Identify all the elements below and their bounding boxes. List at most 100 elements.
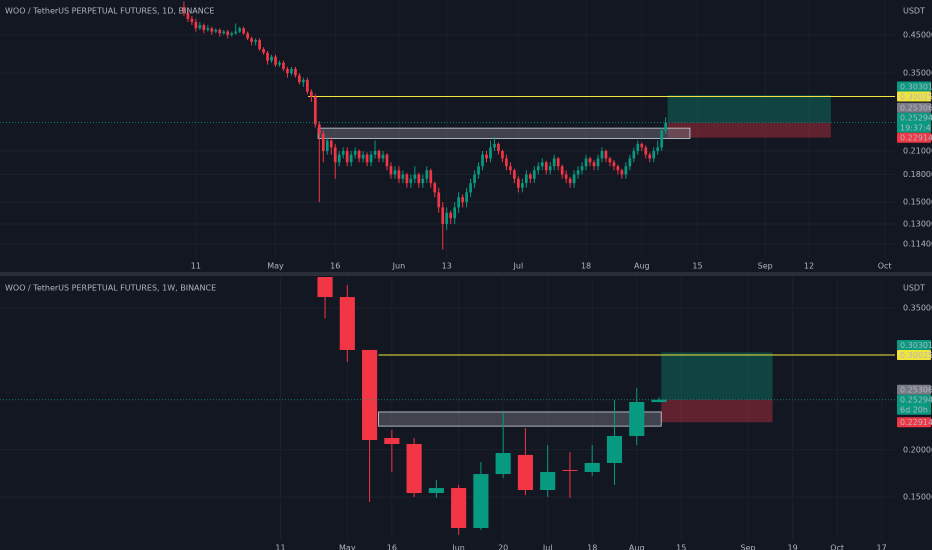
x-tick-label: Sep [758, 262, 773, 271]
supply-zone [378, 411, 662, 427]
candle-body [190, 18, 194, 22]
candle-body [580, 166, 584, 171]
candle-body [262, 49, 265, 53]
candle-body [584, 462, 600, 472]
candle-body [325, 140, 329, 151]
candle-body [640, 143, 644, 148]
candle-body [428, 488, 444, 494]
candle-body [540, 162, 544, 167]
candle-body [629, 402, 645, 436]
candle-body [469, 183, 472, 193]
candle-body [489, 147, 492, 159]
candle-body [254, 40, 257, 42]
candle-body [556, 158, 560, 167]
candle-body [353, 150, 357, 155]
candle-body [226, 31, 230, 35]
candle-body [552, 158, 556, 167]
candle-body [592, 162, 596, 167]
price-label-box [897, 417, 931, 428]
x-tick-label: 16 [387, 544, 397, 550]
candle-body [437, 192, 441, 208]
candle-body [425, 170, 429, 179]
candle-body [345, 150, 349, 163]
candle-body [572, 174, 576, 184]
candle-body [362, 349, 378, 441]
candle-body [286, 68, 289, 74]
price-label: 0.22914 [900, 134, 932, 143]
candle-body [246, 33, 249, 39]
x-tick-label: 19 [787, 544, 797, 550]
candle-body [401, 174, 405, 179]
price-label: 0.30301 [900, 83, 932, 92]
x-tick-label: 15 [692, 262, 702, 271]
candle-body [596, 158, 600, 167]
candle-body [616, 166, 620, 171]
x-tick-label: Jul [542, 544, 553, 550]
candle-body [210, 28, 214, 32]
candle-body [624, 166, 628, 175]
candle-body [664, 122, 668, 131]
price-label: 0.30301 [900, 341, 932, 350]
candle-body [230, 33, 234, 35]
candle-body [497, 143, 500, 151]
candle-body [337, 154, 341, 163]
price-label-box [897, 81, 931, 92]
profit-zone [667, 95, 831, 123]
candle-body [644, 147, 648, 155]
x-tick-label: 18 [581, 262, 591, 271]
price-label: 0.22914 [900, 418, 932, 427]
candle-body [349, 154, 353, 163]
x-tick-label: Sep [741, 544, 756, 550]
candle-body [433, 183, 437, 193]
candle-body [636, 143, 640, 151]
candle-body [517, 178, 520, 188]
candle-body [357, 150, 361, 159]
price-label: 0.30025 [900, 93, 932, 102]
profit-zone [661, 352, 773, 400]
candle-body [481, 154, 484, 167]
price-label: 0.25306 [900, 104, 932, 113]
price-label-box [897, 394, 931, 415]
chart-title: WOO / TetherUS PERPETUAL FUTURES, 1D, BI… [5, 7, 214, 16]
candle-body [242, 28, 246, 34]
price-label-box [897, 384, 931, 395]
x-tick-label: Jul [513, 262, 524, 271]
price-label-box [897, 350, 931, 361]
candle-body [600, 150, 604, 159]
x-tick-label: Oct [878, 262, 892, 271]
candle-body [505, 158, 508, 167]
candle-body [517, 454, 533, 491]
candle-body [457, 197, 461, 208]
candle-body [302, 79, 305, 83]
candle-body [222, 31, 226, 34]
candle-body [294, 68, 297, 76]
axis-unit: USDT [903, 284, 925, 293]
candle-body [339, 297, 355, 350]
loss-zone [661, 399, 773, 423]
candle-body [632, 150, 636, 159]
candle-body [465, 192, 468, 203]
candle-body [393, 170, 397, 175]
x-tick-label: 15 [676, 544, 686, 550]
candle-body [329, 140, 333, 148]
candle-body [270, 56, 273, 61]
plot-area [0, 0, 895, 258]
price-label: 0.25306 [900, 386, 932, 395]
candle-body [445, 212, 449, 225]
x-tick-label: 13 [442, 262, 452, 271]
candle-body [313, 96, 317, 125]
x-tick-label: Oct [830, 544, 844, 550]
candle-body [365, 154, 369, 163]
candle-body [493, 143, 496, 148]
countdown: 6d 20h [900, 406, 928, 415]
candle-body [218, 29, 222, 34]
x-tick-label: May [267, 262, 284, 271]
candle-body [417, 174, 421, 184]
candle-body [186, 12, 190, 19]
candle-body [369, 154, 373, 163]
